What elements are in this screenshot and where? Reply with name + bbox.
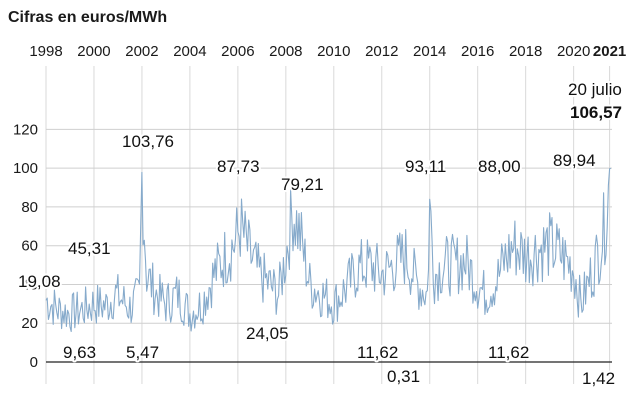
annotation-halo: 5,47 bbox=[126, 343, 159, 362]
x-tick-label: 2004 bbox=[173, 43, 206, 60]
annotation-halo: 11,62 bbox=[488, 343, 529, 362]
annotation-label: 93,11 bbox=[405, 157, 446, 176]
x-tick-label: 2018 bbox=[509, 43, 542, 60]
x-tick-labels: 1998 2000 2002 2004 2006 2008 2010 2012 2014 2016… bbox=[29, 43, 626, 60]
y-tick-label: 40 bbox=[21, 276, 38, 293]
annotation-label: 1,42 bbox=[582, 369, 615, 388]
annotation-halo: 87,73 bbox=[217, 157, 260, 176]
annotation-label: 11,62 bbox=[357, 343, 398, 362]
annotation-halo: 106,57 bbox=[570, 103, 622, 122]
annotation-halo: 45,31 bbox=[68, 239, 111, 258]
y-tick-labels: 0 20 40 60 80 100 120 bbox=[13, 121, 38, 371]
annotation-label: 89,94 bbox=[553, 151, 596, 170]
annotation-halo: 24,05 bbox=[246, 324, 289, 343]
annotation-halo: 20 julio bbox=[568, 80, 622, 99]
series-layer bbox=[45, 167, 612, 333]
annotation-label: 11,62 bbox=[488, 343, 529, 362]
x-tick-label: 1998 bbox=[29, 43, 62, 60]
series-line bbox=[45, 167, 612, 333]
y-tick-label: 100 bbox=[13, 160, 38, 177]
annotation-label: 0,31 bbox=[387, 367, 420, 386]
y-tick-label: 80 bbox=[21, 199, 38, 216]
annotation-halo: 88,00 bbox=[478, 157, 521, 176]
annotation-label: 5,47 bbox=[126, 343, 159, 362]
vertical-gridlines bbox=[45, 66, 611, 384]
x-tick-label: 2010 bbox=[317, 43, 350, 60]
annotation-label: 45,31 bbox=[68, 239, 111, 258]
x-tick-label: 2012 bbox=[365, 43, 398, 60]
x-tick-label: 2008 bbox=[269, 43, 302, 60]
annotation-label: 9,63 bbox=[63, 343, 96, 362]
horizontal-gridlines bbox=[46, 128, 612, 324]
annotation-halo: 9,63 bbox=[63, 343, 96, 362]
x-tick-label: 2006 bbox=[221, 43, 254, 60]
x-tick-label: 2002 bbox=[125, 43, 158, 60]
x-tick-label: 2020 bbox=[557, 43, 590, 60]
y-tick-label: 0 bbox=[30, 354, 38, 371]
annotations-layer: 19,0819,0845,3145,319,639,63103,76103,76… bbox=[16, 78, 624, 390]
annotation-label: 19,08 bbox=[18, 272, 61, 291]
y-tick-label: 20 bbox=[21, 315, 38, 332]
x-tick-label: 2000 bbox=[77, 43, 110, 60]
annotation-label: 106,57 bbox=[570, 103, 622, 122]
x-tick-label: 2016 bbox=[461, 43, 494, 60]
annotation-label: 87,73 bbox=[217, 157, 260, 176]
annotation-label: 88,00 bbox=[478, 157, 521, 176]
y-tick-label: 120 bbox=[13, 121, 38, 138]
annotation-halo: 93,11 bbox=[405, 157, 446, 176]
annotation-halo: 79,21 bbox=[281, 175, 324, 194]
annotation-label: 103,76 bbox=[122, 132, 174, 151]
annotation-halo: 19,08 bbox=[18, 272, 61, 291]
annotation-label: 24,05 bbox=[246, 324, 289, 343]
annotation-halo: 89,94 bbox=[553, 151, 596, 170]
annotation-halo: 103,76 bbox=[122, 132, 174, 151]
annotation-halo: 0,31 bbox=[387, 367, 420, 386]
x-tick-label: 2014 bbox=[413, 43, 446, 60]
annotation-halo: 11,62 bbox=[357, 343, 398, 362]
annotation-halo: 1,42 bbox=[582, 369, 615, 388]
y-tick-label: 60 bbox=[21, 238, 38, 255]
chart-title: Cifras en euros/MWh bbox=[8, 9, 167, 26]
annotation-label: 79,21 bbox=[281, 175, 324, 194]
annotation-label: 20 julio bbox=[568, 80, 622, 99]
x-tick-label: 2021 bbox=[593, 43, 626, 60]
